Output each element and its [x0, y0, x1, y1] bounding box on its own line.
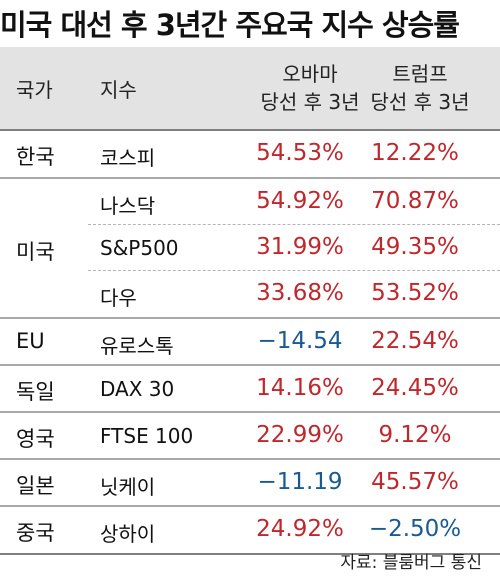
- index-shanghai: 상하이: [100, 522, 156, 546]
- index-kospi: 코스피: [100, 146, 156, 170]
- table-row-germany: 독일 DAX 30 14.16% 24.45%: [0, 366, 500, 413]
- country-us: 미국: [16, 240, 55, 264]
- header-index: 지수: [100, 78, 137, 102]
- value-nikkei-trump: 45.57%: [371, 469, 459, 495]
- table-header: 국가 지수 오바마 당선 후 3년 트럼프 당선 후 3년: [0, 47, 500, 131]
- value-nikkei-obama: −11.19: [257, 469, 343, 495]
- table-row-uk: 영국 FTSE 100 22.99% 9.12%: [0, 413, 500, 460]
- index-sp500: S&P500: [100, 236, 179, 260]
- value-ftse100-obama: 22.99%: [256, 422, 344, 448]
- value-shanghai-obama: 24.92%: [256, 516, 344, 542]
- index-nikkei: 닛케이: [100, 475, 156, 499]
- index-dow: 다우: [100, 286, 137, 310]
- table-row-sp500: S&P500 31.99% 49.35%: [0, 225, 500, 271]
- value-eurostoxx-trump: 22.54%: [371, 328, 459, 354]
- country-china: 중국: [16, 521, 55, 545]
- table-row-china: 중국 상하이 24.92% −2.50%: [0, 507, 500, 555]
- country-korea: 한국: [16, 145, 55, 169]
- value-kospi-trump: 12.22%: [371, 140, 459, 166]
- country-japan: 일본: [16, 474, 55, 498]
- chart-title: 미국 대선 후 3년간 주요국 지수 상승률: [0, 8, 460, 42]
- value-dow-trump: 53.52%: [371, 280, 459, 306]
- index-ftse100: FTSE 100: [100, 424, 194, 448]
- value-dax30-trump: 24.45%: [371, 375, 459, 401]
- value-dax30-obama: 14.16%: [256, 375, 344, 401]
- header-trump-line2: 당선 후 3년: [370, 90, 470, 114]
- table-row-us: 미국 나스닥 54.92% 70.87% S&P500 31.99% 49.35…: [0, 179, 500, 319]
- value-nasdaq-trump: 70.87%: [371, 188, 459, 214]
- table-row-eu: EU 유로스톡 −14.54 22.54%: [0, 319, 500, 366]
- header-trump-line1: 트럼프: [392, 62, 448, 86]
- value-sp500-trump: 49.35%: [371, 234, 459, 260]
- source-note: 자료: 블룸버그 통신: [340, 553, 482, 573]
- header-obama-line2: 당선 후 3년: [260, 90, 360, 114]
- value-eurostoxx-obama: −14.54: [257, 328, 343, 354]
- table-row-japan: 일본 닛케이 −11.19 45.57%: [0, 460, 500, 507]
- header-country: 국가: [16, 78, 53, 102]
- country-uk: 영국: [16, 427, 55, 451]
- index-eurostoxx: 유로스톡: [100, 334, 174, 358]
- value-sp500-obama: 31.99%: [256, 234, 344, 260]
- value-kospi-obama: 54.53%: [256, 140, 344, 166]
- value-shanghai-trump: −2.50%: [368, 516, 462, 542]
- table-row-korea: 한국 코스피 54.53% 12.22%: [0, 131, 500, 179]
- index-dax30: DAX 30: [100, 377, 175, 401]
- index-table: 국가 지수 오바마 당선 후 3년 트럼프 당선 후 3년 한국 코스피 54.…: [0, 47, 500, 555]
- header-obama-line1: 오바마: [282, 62, 338, 86]
- value-ftse100-trump: 9.12%: [378, 422, 452, 448]
- index-nasdaq: 나스닥: [100, 194, 156, 218]
- value-nasdaq-obama: 54.92%: [256, 188, 344, 214]
- value-dow-obama: 33.68%: [256, 280, 344, 306]
- country-germany: 독일: [16, 380, 55, 404]
- table-row-dow: 다우 33.68% 53.52%: [0, 271, 500, 317]
- table-row-nasdaq: 나스닥 54.92% 70.87%: [0, 179, 500, 225]
- country-eu: EU: [16, 329, 45, 353]
